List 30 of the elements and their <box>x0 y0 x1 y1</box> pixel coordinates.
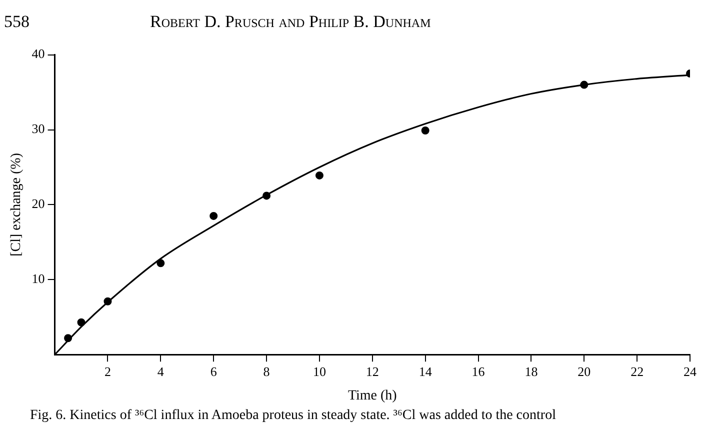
x-tick-label: 2 <box>104 364 111 379</box>
x-tick-label: 8 <box>263 364 270 379</box>
x-tick-label: 12 <box>366 364 379 379</box>
x-tick-label: 4 <box>157 364 164 379</box>
x-axis-title: Time (h) <box>348 388 398 404</box>
point <box>580 80 588 89</box>
x-tick-label: 14 <box>418 364 432 379</box>
y-axis-title: [Cl] exchange (%) <box>9 152 24 256</box>
x-tick-label: 16 <box>472 364 486 379</box>
point <box>210 212 218 220</box>
x-tick-label: 18 <box>524 364 538 379</box>
text: Robert D. Prusch and Philip B. Dunham <box>150 12 431 32</box>
x-tick-label: 22 <box>630 364 644 379</box>
point <box>421 126 430 134</box>
point <box>315 171 324 180</box>
y-tick-label: 40 <box>32 46 45 62</box>
y-tick-label: 30 <box>32 121 45 136</box>
x-tick-label: 24 <box>684 364 697 379</box>
y-tick-label: 20 <box>32 196 45 212</box>
x-tick-label: 6 <box>210 364 218 379</box>
text: 558 <box>4 12 30 32</box>
x-tick-label: 10 <box>312 364 326 379</box>
point <box>262 192 271 200</box>
point <box>64 334 72 342</box>
point <box>104 297 112 306</box>
x-tick-label: 20 <box>578 364 591 379</box>
caption: Fig. 6. Kinetics of ³⁶Cl influx in Amoeba proteus in steady state. ³⁶Cl was added to the control <box>29 408 557 424</box>
point <box>156 259 165 268</box>
point <box>77 318 86 326</box>
y-tick-label: 10 <box>32 271 45 286</box>
